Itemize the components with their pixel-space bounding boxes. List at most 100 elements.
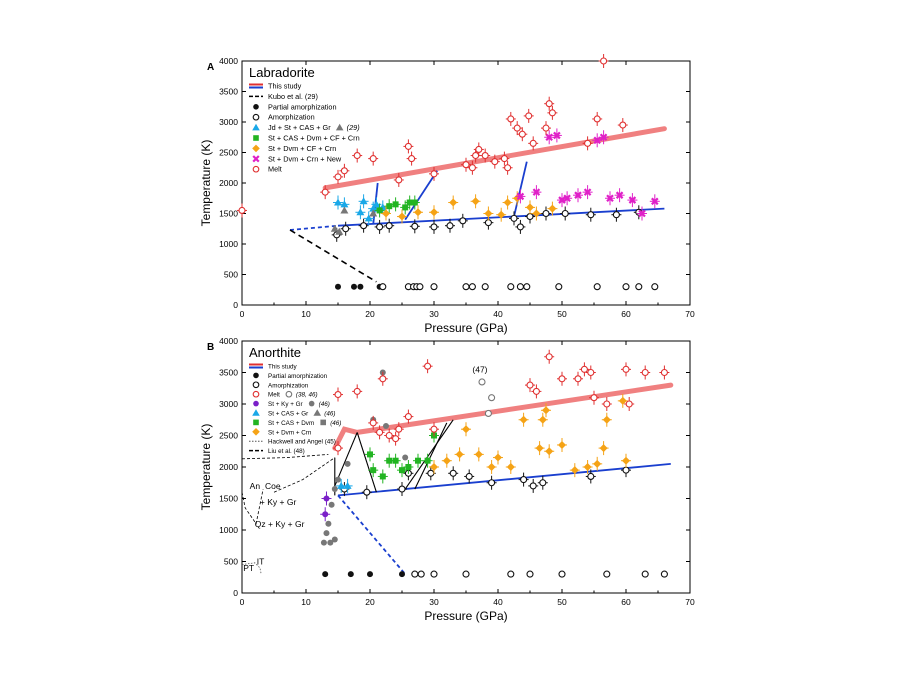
data-point: [580, 365, 588, 373]
data-point: [398, 212, 406, 221]
data-point: [593, 136, 601, 145]
data-point: [563, 194, 571, 203]
data-point: [449, 198, 458, 207]
data-point: [379, 375, 387, 383]
y-tick-label: 500: [224, 557, 238, 567]
data-point: [430, 170, 438, 178]
y-tick-label: 1000: [219, 525, 238, 535]
data-point: [382, 209, 390, 218]
data-point: [545, 447, 554, 456]
data-point: [340, 167, 348, 175]
x-tick-label: 70: [685, 597, 695, 607]
data-point: [558, 375, 566, 383]
data-point: [395, 176, 403, 184]
series: [333, 194, 388, 226]
data-point: [430, 223, 438, 231]
data-point: [342, 225, 350, 233]
data-point: [430, 283, 438, 291]
legend-swatch: [253, 104, 259, 110]
data-point: [465, 472, 473, 481]
data-point: [411, 199, 418, 206]
series: [333, 349, 670, 456]
data-point: [516, 192, 525, 201]
data-point: [392, 201, 399, 208]
legend-label: Melt: [268, 392, 280, 399]
annotation: (47): [472, 365, 487, 375]
y-tick-label: 1500: [219, 209, 238, 219]
y-tick-label: 0: [233, 300, 238, 310]
legend-swatch: [308, 400, 315, 407]
x-tick-label: 70: [685, 309, 695, 319]
data-point: [488, 479, 496, 487]
data-point: [335, 476, 341, 483]
data-point: [369, 204, 378, 212]
legend-swatch: [252, 123, 260, 131]
legend-label: (29): [347, 123, 360, 132]
legend-swatch: [335, 123, 344, 131]
phase-line: [356, 432, 377, 493]
data-point: [553, 131, 561, 140]
data-point: [462, 570, 470, 578]
x-axis-label: Pressure (GPa): [424, 321, 507, 335]
y-tick-label: 1000: [219, 239, 238, 249]
data-point: [404, 413, 412, 421]
data-point: [385, 431, 393, 440]
data-point: [335, 227, 344, 235]
data-point: [328, 501, 335, 508]
data-point: [615, 191, 624, 199]
x-tick-label: 40: [493, 597, 503, 607]
data-point: [504, 164, 512, 172]
data-point: [622, 283, 630, 291]
data-point: [334, 390, 342, 399]
data-point: [442, 456, 451, 465]
data-point: [510, 214, 518, 222]
data-point: [628, 196, 637, 204]
data-point: [484, 409, 492, 418]
legend-label: St + CAS + Dvm: [268, 420, 314, 427]
data-point: [651, 283, 659, 291]
data-point: [404, 142, 412, 150]
legend-swatch: [253, 135, 259, 141]
data-point: [593, 283, 601, 291]
hackwell-line: [241, 562, 262, 575]
x-tick-label: 0: [240, 597, 245, 607]
data-point: [481, 152, 489, 160]
phase-line: [404, 170, 438, 221]
data-point: [386, 457, 393, 464]
series: [322, 571, 405, 578]
data-point: [574, 191, 582, 199]
data-point: [322, 571, 329, 578]
legend-item: This study: [249, 82, 302, 91]
data-point: [603, 570, 611, 578]
legend-item: This study: [249, 363, 298, 371]
legend-swatch: [253, 372, 259, 379]
data-point: [535, 444, 544, 453]
data-point: [402, 204, 409, 211]
data-point: [526, 203, 534, 212]
data-point: [364, 214, 373, 222]
data-point: [334, 173, 342, 181]
data-point: [625, 400, 633, 408]
data-point: [430, 570, 438, 578]
data-point: [395, 425, 403, 433]
legend-item: Liu et al. (48): [249, 448, 305, 455]
data-point: [516, 283, 524, 291]
data-point: [330, 224, 339, 232]
series: [335, 283, 383, 290]
data-point: [518, 130, 526, 138]
data-point: [379, 283, 387, 291]
legend-label: St + CAS + Dvm + CF + Crn: [268, 134, 360, 143]
data-point: [357, 283, 364, 290]
data-point: [523, 283, 531, 291]
legend-item: St + CAS + Dvm (46): [253, 419, 341, 427]
data-point: [500, 155, 508, 163]
data-point: [491, 158, 499, 166]
data-point: [558, 570, 566, 578]
legend-item: Jd + St + CAS + Gr (29): [252, 123, 360, 132]
data-point: [331, 486, 338, 493]
data-point: [363, 488, 371, 496]
legend-label: St + Dvm + CF + Crn: [268, 144, 336, 153]
x-tick-label: 20: [365, 597, 375, 607]
legend-label: (46): [319, 401, 330, 408]
